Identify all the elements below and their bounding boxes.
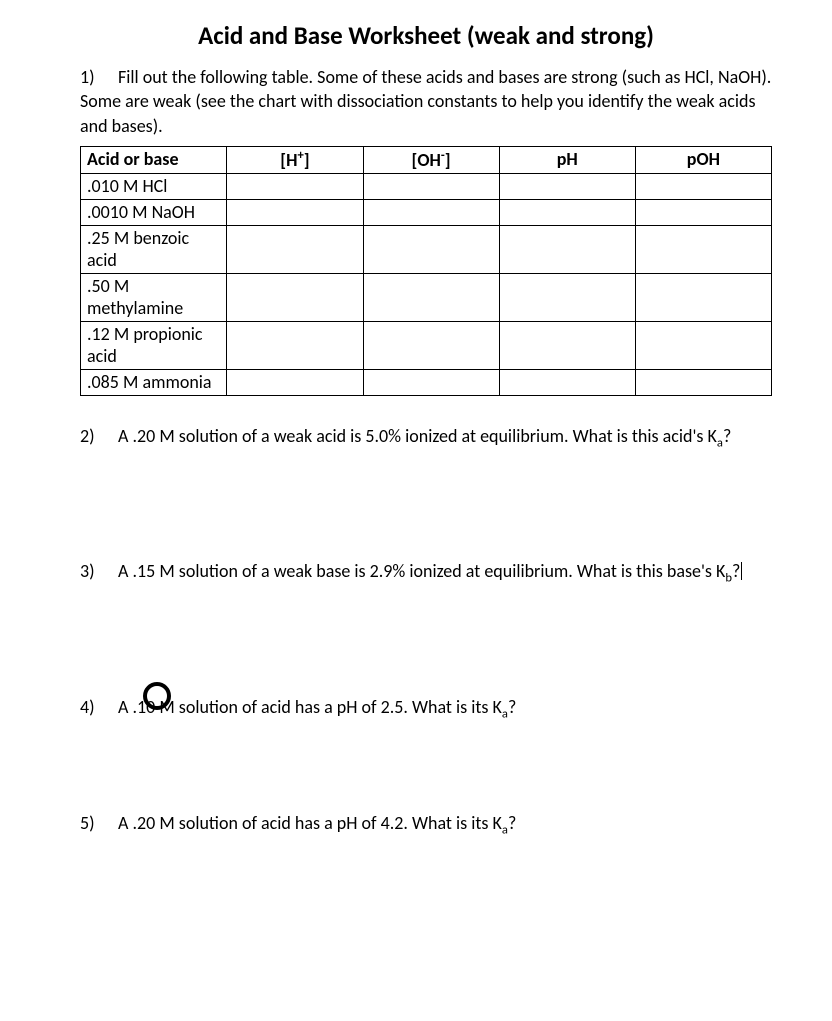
cell-blank — [499, 199, 635, 225]
question-5: 5)A .20 M solution of acid has a pH of 4… — [80, 811, 772, 839]
q5-text: A .20 M solution of acid has a pH of 4.2… — [118, 812, 516, 834]
cell-blank — [363, 199, 499, 225]
cell-blank — [363, 273, 499, 321]
q3-text: A .15 M solution of a weak base is 2.9% … — [118, 560, 740, 582]
row-label: .085 M ammonia — [81, 369, 227, 395]
col-header-h-plus: [H+] — [227, 146, 363, 173]
q2-text: A .20 M solution of a weak acid is 5.0% … — [118, 425, 731, 447]
table-row: .010 M HCl — [81, 173, 772, 199]
cell-blank — [499, 369, 635, 395]
row-label: .50 M methylamine — [81, 273, 227, 321]
col-header-oh-minus: [OH-] — [363, 146, 499, 173]
text-cursor — [741, 562, 742, 580]
table-header-row: Acid or base [H+] [OH-] pH pOH — [81, 146, 772, 173]
annotation-circle-icon — [143, 682, 171, 710]
cell-blank — [363, 225, 499, 273]
question-1: 1)Fill out the following table. Some of … — [80, 65, 772, 138]
table-row: .085 M ammonia — [81, 369, 772, 395]
question-3: 3)A .15 M solution of a weak base is 2.9… — [80, 559, 772, 587]
row-label: .010 M HCl — [81, 173, 227, 199]
cell-blank — [499, 321, 635, 369]
question-2: 2)A .20 M solution of a weak acid is 5.0… — [80, 424, 772, 452]
q2-number: 2) — [80, 424, 118, 448]
col-header-poh: pOH — [635, 146, 771, 173]
cell-blank — [227, 173, 363, 199]
cell-blank — [227, 225, 363, 273]
cell-blank — [635, 321, 771, 369]
cell-blank — [635, 173, 771, 199]
row-label: .0010 M NaOH — [81, 199, 227, 225]
table-row: .0010 M NaOH — [81, 199, 772, 225]
cell-blank — [363, 321, 499, 369]
cell-blank — [499, 225, 635, 273]
q1-text: Fill out the following table. Some of th… — [80, 66, 771, 137]
acid-base-table: Acid or base [H+] [OH-] pH pOH .010 M HC… — [80, 146, 772, 396]
table-row: .25 M benzoic acid — [81, 225, 772, 273]
q5-number: 5) — [80, 811, 118, 835]
cell-blank — [635, 225, 771, 273]
cell-blank — [635, 273, 771, 321]
row-label: .12 M propionic acid — [81, 321, 227, 369]
cell-blank — [227, 273, 363, 321]
q3-number: 3) — [80, 559, 118, 583]
cell-blank — [363, 369, 499, 395]
cell-blank — [227, 199, 363, 225]
cell-blank — [227, 369, 363, 395]
cell-blank — [635, 199, 771, 225]
col-header-ph: pH — [499, 146, 635, 173]
table-row: .12 M propionic acid — [81, 321, 772, 369]
row-label: .25 M benzoic acid — [81, 225, 227, 273]
col-header-acid-base: Acid or base — [81, 146, 227, 173]
page-title: Acid and Base Worksheet (weak and strong… — [80, 20, 772, 51]
question-4: 4)A .10 M solution of acid has a pH of 2… — [80, 695, 772, 723]
cell-blank — [499, 173, 635, 199]
q4-number: 4) — [80, 695, 118, 719]
cell-blank — [227, 321, 363, 369]
cell-blank — [499, 273, 635, 321]
cell-blank — [363, 173, 499, 199]
table-row: .50 M methylamine — [81, 273, 772, 321]
cell-blank — [635, 369, 771, 395]
q4-text: A .10 M solution of acid has a pH of 2.5… — [118, 696, 516, 718]
q1-number: 1) — [80, 65, 118, 89]
